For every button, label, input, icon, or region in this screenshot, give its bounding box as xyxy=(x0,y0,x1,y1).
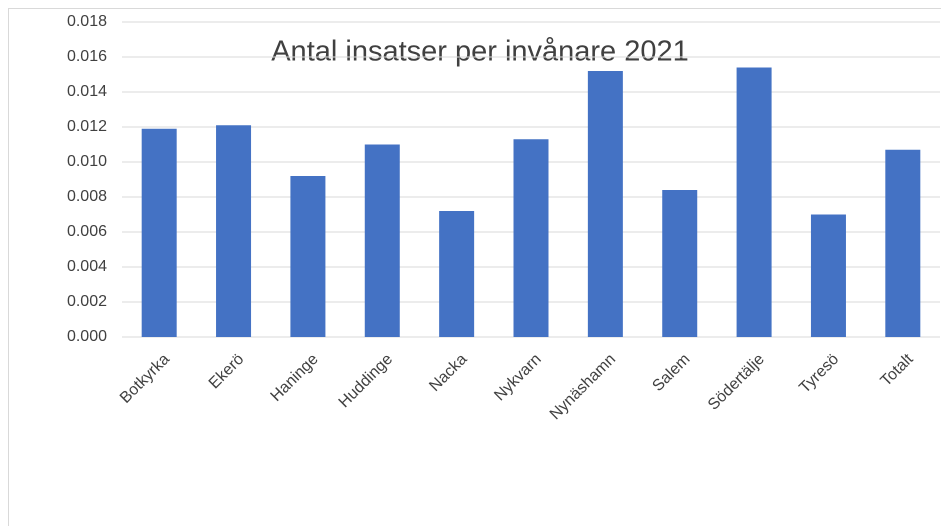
x-tick-label: Nynäshamn xyxy=(547,351,619,423)
x-tick-label: Salem xyxy=(649,351,693,395)
y-tick-label: 0.000 xyxy=(67,328,107,345)
bar xyxy=(587,71,623,337)
y-tick-label: 0.014 xyxy=(67,83,107,100)
x-tick-label: Botkyrka xyxy=(117,351,173,407)
bar xyxy=(290,176,326,337)
bar xyxy=(141,128,177,337)
bar xyxy=(513,139,549,337)
bar xyxy=(885,149,921,337)
bar xyxy=(439,211,475,337)
bar xyxy=(810,214,846,337)
y-tick-label: 0.018 xyxy=(67,13,107,30)
bar xyxy=(736,67,772,337)
chart-title: Antal insatser per invånare 2021 xyxy=(271,36,689,68)
y-tick-label: 0.004 xyxy=(67,258,107,275)
x-tick-label: Nacka xyxy=(426,351,470,395)
x-tick-label: Nykvarn xyxy=(491,351,545,405)
x-tick-label: Totalt xyxy=(878,350,917,389)
bar xyxy=(364,144,400,337)
y-tick-label: 0.016 xyxy=(67,48,107,65)
x-tick-label: Tyresö xyxy=(796,351,842,397)
x-tick-label: Haninge xyxy=(268,351,322,405)
bar xyxy=(216,125,252,337)
x-tick-label: Södertälje xyxy=(705,351,768,414)
y-tick-label: 0.002 xyxy=(67,293,107,310)
x-tick-label: Ekerö xyxy=(206,351,248,393)
y-tick-label: 0.008 xyxy=(67,188,107,205)
y-tick-label: 0.010 xyxy=(67,153,107,170)
bar xyxy=(662,190,698,337)
chart-frame xyxy=(8,8,941,526)
x-tick-label: Huddinge xyxy=(336,351,397,412)
y-tick-label: 0.006 xyxy=(67,223,107,240)
y-tick-label: 0.012 xyxy=(67,118,107,135)
